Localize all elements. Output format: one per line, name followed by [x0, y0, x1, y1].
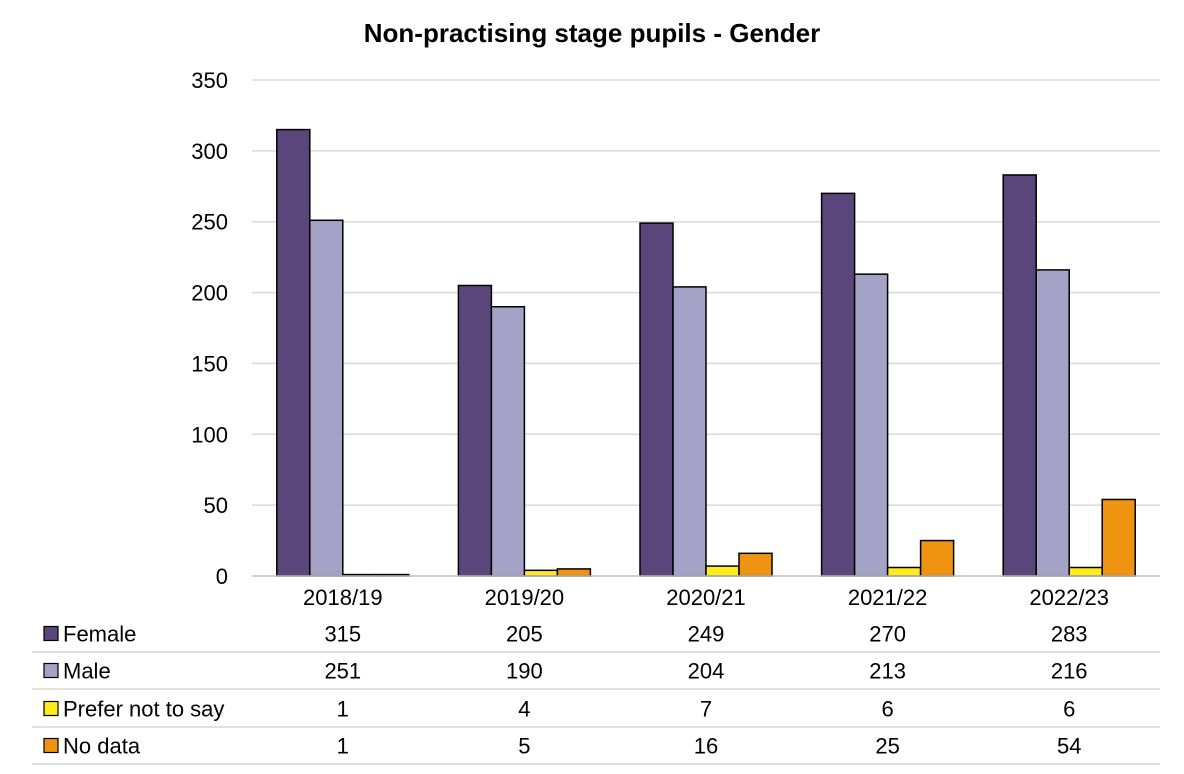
legend-label: Male: [63, 659, 111, 684]
data-table-value: 205: [506, 622, 543, 647]
bar: [523, 569, 559, 577]
y-tick-label: 200: [191, 281, 228, 306]
data-table-value: 213: [869, 659, 906, 684]
x-tick-label: 2021/22: [848, 585, 928, 610]
bar: [738, 552, 773, 577]
data-table-value: 190: [506, 659, 543, 684]
bar: [853, 273, 889, 577]
bar: [457, 284, 493, 577]
y-tick-label: 100: [191, 422, 228, 447]
y-tick-label: 0: [216, 564, 228, 589]
data-table-value: 5: [518, 734, 530, 759]
data-table-value: 270: [869, 622, 906, 647]
y-tick-label: 250: [191, 210, 228, 235]
legend-swatch: [43, 625, 59, 642]
data-table-value: 204: [688, 659, 725, 684]
legend-label: Prefer not to say: [63, 697, 224, 722]
x-tick-label: 2019/20: [485, 585, 565, 610]
data-table-value: 283: [1051, 622, 1088, 647]
data-table-value: 6: [881, 697, 893, 722]
legend-swatch: [43, 662, 59, 679]
bar: [556, 568, 592, 577]
bar: [309, 219, 344, 577]
data-table-value: 25: [875, 734, 899, 759]
bar: [820, 192, 856, 577]
bar: [490, 305, 526, 577]
chart-title: Non-practising stage pupils - Gender: [363, 18, 821, 48]
y-tick-label: 300: [191, 139, 228, 164]
x-tick-label: 2020/21: [666, 585, 746, 610]
x-tick-label: 2022/23: [1029, 585, 1109, 610]
x-tick-label: 2018/19: [303, 585, 383, 610]
y-tick-label: 350: [191, 68, 228, 93]
data-table-value: 249: [688, 622, 725, 647]
bar: [919, 539, 955, 577]
data-table-value: 4: [518, 697, 530, 722]
data-table-value: 315: [324, 622, 361, 647]
legend-label: Female: [63, 622, 136, 647]
legend-swatch: [43, 737, 59, 754]
data-table-value: 7: [700, 697, 712, 722]
data-table-value: 251: [324, 659, 361, 684]
bar: [886, 566, 922, 577]
legend-swatch: [43, 700, 59, 717]
bar: [672, 286, 707, 577]
bar: [1101, 498, 1136, 577]
y-tick-label: 150: [191, 351, 228, 376]
bar: [639, 222, 674, 577]
data-table-value: 16: [694, 734, 718, 759]
bar: [1068, 566, 1103, 577]
data-table-value: 54: [1057, 734, 1081, 759]
y-tick-label: 50: [204, 493, 228, 518]
data-table-value: 6: [1063, 697, 1075, 722]
bar: [1002, 174, 1037, 577]
data-table-value: 216: [1051, 659, 1088, 684]
data-table-value: 1: [337, 734, 349, 759]
legend-label: No data: [63, 734, 141, 759]
bar: [276, 128, 311, 577]
data-table-value: 1: [337, 697, 349, 722]
bar: [1035, 269, 1070, 577]
bar: [705, 565, 740, 577]
